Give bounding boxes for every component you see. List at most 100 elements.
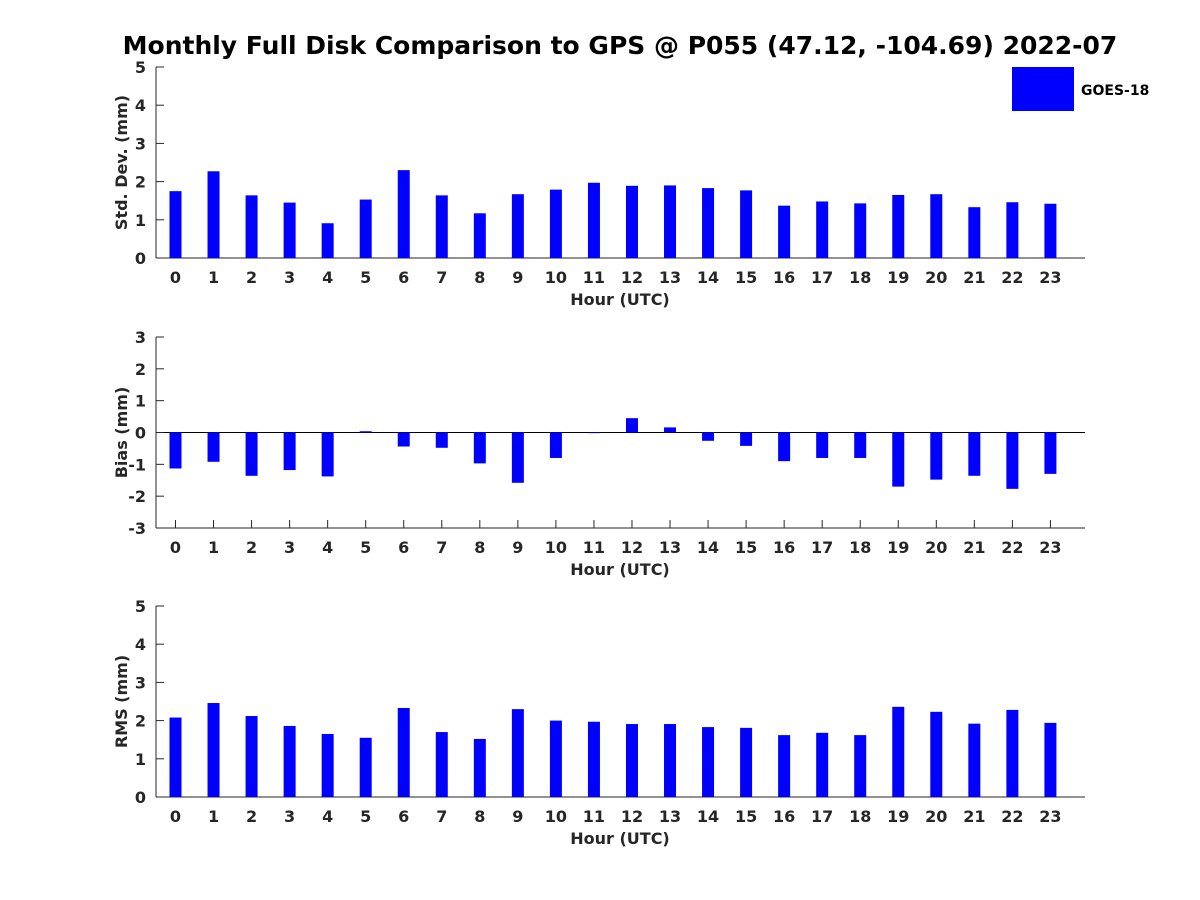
stddev-y-tick-label: 5 xyxy=(135,58,146,77)
bias-x-tick-label: 23 xyxy=(1039,538,1061,557)
bias-bar xyxy=(283,432,296,471)
stddev-bar xyxy=(968,207,981,258)
stddev-bar xyxy=(473,213,486,258)
legend-label: GOES-18 xyxy=(1081,83,1149,99)
stddev-bar xyxy=(702,188,715,258)
rms-bar xyxy=(359,737,372,797)
rms-x-tick-label: 2 xyxy=(246,807,257,826)
rms-bar xyxy=(854,735,867,797)
bias-x-tick-label: 20 xyxy=(925,538,947,557)
bias-x-tick-label: 22 xyxy=(1001,538,1023,557)
bias-bar xyxy=(625,418,638,433)
bias-bar xyxy=(169,432,182,469)
stddev-bar xyxy=(1006,202,1019,258)
bias-x-tick-label: 11 xyxy=(583,538,605,557)
bias-bar xyxy=(511,432,524,483)
rms-bar xyxy=(625,724,638,797)
bias-bar xyxy=(549,432,562,458)
rms-x-tick-label: 3 xyxy=(284,807,295,826)
bias-y-tick-label: 1 xyxy=(135,392,146,411)
bias-bar xyxy=(435,432,448,448)
rms-x-tick-label: 22 xyxy=(1001,807,1023,826)
stddev-bar xyxy=(854,203,867,258)
stddev-bar xyxy=(778,205,791,258)
bias-x-tick-label: 16 xyxy=(773,538,795,557)
rms-x-tick-label: 7 xyxy=(436,807,447,826)
bias-x-tick-label: 13 xyxy=(659,538,681,557)
bias-x-tick-label: 0 xyxy=(170,538,181,557)
rms-y-tick-label: 3 xyxy=(135,673,146,692)
stddev-bar xyxy=(321,223,334,258)
bias-bar xyxy=(207,432,220,462)
bias-x-tick-label: 14 xyxy=(697,538,719,557)
bias-y-tick-label: 3 xyxy=(135,328,146,347)
rms-x-tick-label: 17 xyxy=(811,807,833,826)
rms-y-tick-label: 5 xyxy=(135,597,146,616)
bias-bar xyxy=(778,432,791,462)
bias-x-tick-label: 9 xyxy=(512,538,523,557)
rms-bar xyxy=(435,732,448,797)
bias-y-tick-label: -2 xyxy=(128,487,146,506)
bias-bar xyxy=(321,432,334,477)
rms-bar xyxy=(473,738,486,797)
rms-x-tick-label: 8 xyxy=(474,807,485,826)
rms-bar xyxy=(283,725,296,797)
rms-bar xyxy=(968,723,981,797)
rms-x-tick-label: 18 xyxy=(849,807,871,826)
stddev-x-tick-label: 6 xyxy=(398,268,409,287)
rms-x-tick-label: 6 xyxy=(398,807,409,826)
bias-bar xyxy=(664,427,677,433)
stddev-y-tick-label: 2 xyxy=(135,173,146,192)
bias-x-tick-label: 2 xyxy=(246,538,257,557)
stddev-y-tick-label: 0 xyxy=(135,249,146,268)
stddev-y-tick-label: 1 xyxy=(135,211,146,230)
bias-y-tick-label: -3 xyxy=(128,519,146,538)
bias-x-tick-label: 21 xyxy=(963,538,985,557)
bias-x-tick-label: 3 xyxy=(284,538,295,557)
stddev-bar xyxy=(359,199,372,258)
bias-x-tick-label: 17 xyxy=(811,538,833,557)
rms-x-tick-label: 10 xyxy=(545,807,567,826)
rms-bar xyxy=(245,716,258,797)
stddev-bar xyxy=(816,201,829,258)
bias-x-tick-label: 6 xyxy=(398,538,409,557)
rms-y-tick-label: 4 xyxy=(135,635,146,654)
stddev-x-tick-label: 20 xyxy=(925,268,947,287)
bias-x-tick-label: 15 xyxy=(735,538,757,557)
stddev-x-tick-label: 11 xyxy=(583,268,605,287)
rms-x-tick-label: 13 xyxy=(659,807,681,826)
bias-bar xyxy=(245,432,258,476)
stddev-bar xyxy=(169,191,182,258)
stddev-x-tick-label: 10 xyxy=(545,268,567,287)
bias-bar xyxy=(1044,432,1057,474)
bias-x-tick-label: 5 xyxy=(360,538,371,557)
rms-bar xyxy=(892,706,905,797)
stddev-x-axis-label: Hour (UTC) xyxy=(570,290,670,309)
stddev-bar xyxy=(587,182,600,258)
rms-bar xyxy=(549,720,562,797)
rms-x-tick-label: 1 xyxy=(208,807,219,826)
rms-y-axis-label: RMS (mm) xyxy=(112,655,131,748)
stddev-x-tick-label: 15 xyxy=(735,268,757,287)
rms-x-tick-label: 9 xyxy=(512,807,523,826)
rms-x-tick-label: 15 xyxy=(735,807,757,826)
bias-bar xyxy=(930,432,943,480)
stddev-bar xyxy=(892,194,905,258)
stddev-x-tick-label: 8 xyxy=(474,268,485,287)
rms-x-tick-label: 14 xyxy=(697,807,719,826)
rms-bar xyxy=(1006,709,1019,797)
rms-bar xyxy=(397,707,410,797)
stddev-bar xyxy=(549,189,562,258)
rms-x-tick-label: 19 xyxy=(887,807,909,826)
stddev-x-tick-label: 5 xyxy=(360,268,371,287)
stddev-x-tick-label: 17 xyxy=(811,268,833,287)
bias-x-axis-label: Hour (UTC) xyxy=(570,560,670,579)
bias-bar xyxy=(968,432,981,476)
bias-bar xyxy=(587,432,600,434)
bias-x-tick-label: 18 xyxy=(849,538,871,557)
bias-y-tick-label: 0 xyxy=(135,424,146,443)
bias-y-tick-label: 2 xyxy=(135,360,146,379)
